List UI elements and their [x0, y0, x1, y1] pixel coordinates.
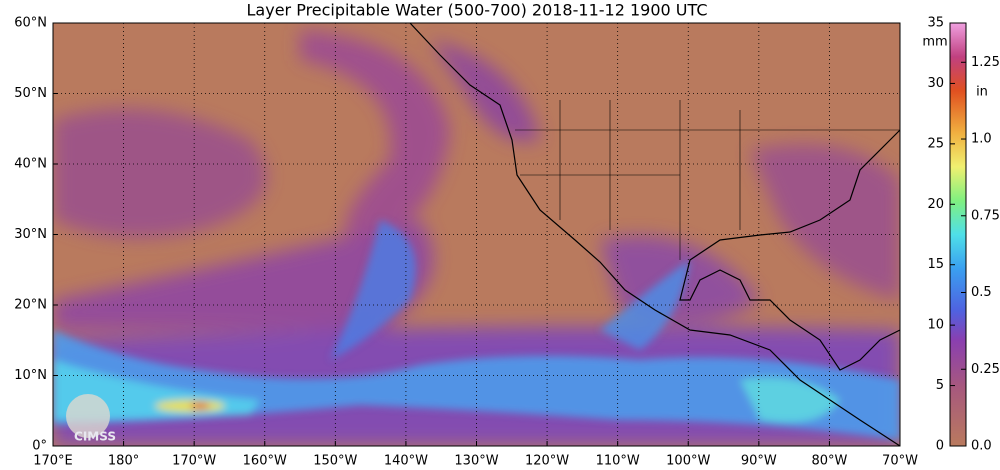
y-tick-label: 0° [32, 439, 47, 454]
x-tick-label: 160°W [243, 454, 287, 469]
colorbar-label: 10 [927, 318, 944, 333]
x-tick-label: 150°W [313, 454, 357, 469]
y-tick-label: 10°N [14, 368, 47, 383]
x-tick-label: 70°W [882, 454, 918, 469]
x-tick-label: 170°W [172, 454, 216, 469]
y-tick-label: 20°N [14, 298, 47, 313]
map-imagery [53, 23, 900, 446]
x-tick-label: 140°W [384, 454, 428, 469]
colorbar-label: 20 [927, 197, 944, 212]
x-tick-label: 170°E [33, 454, 73, 469]
colorbar-label: 0 [936, 439, 944, 454]
colorbar-label: 1.25 [971, 55, 1000, 70]
colorbar-label: 1.0 [971, 132, 992, 147]
y-tick-label: 30°N [14, 227, 47, 242]
colorbar [949, 22, 967, 447]
colorbar-label: 15 [927, 257, 944, 272]
y-tick-label: 40°N [14, 157, 47, 172]
colorbar-label: 0.0 [971, 439, 992, 454]
title: Layer Precipitable Water (500-700) 2018-… [247, 1, 708, 20]
colorbar-label: 0.25 [971, 362, 1000, 377]
x-tick-label: 130°W [454, 454, 498, 469]
x-tick-label: 110°W [596, 454, 640, 469]
x-tick-label: 120°W [525, 454, 569, 469]
colorbar-label: 0.5 [971, 285, 992, 300]
colorbar-unit2: in [976, 85, 988, 100]
colorbar-label: 30 [927, 76, 944, 91]
y-tick-label: 50°N [14, 86, 47, 101]
y-tick-label: 60°N [14, 16, 47, 31]
x-tick-label: 90°W [741, 454, 777, 469]
x-tick-label: 100°W [666, 454, 710, 469]
colorbar-unit: mm [922, 35, 947, 50]
colorbar-label: 35 [927, 16, 944, 31]
colorbar-label: 5 [936, 378, 944, 393]
logo: CIMSS [74, 430, 116, 444]
colorbar-label: 0.75 [971, 208, 1000, 223]
colorbar-label: 25 [927, 136, 944, 151]
x-tick-label: 180° [108, 454, 139, 469]
x-tick-label: 80°W [811, 454, 847, 469]
